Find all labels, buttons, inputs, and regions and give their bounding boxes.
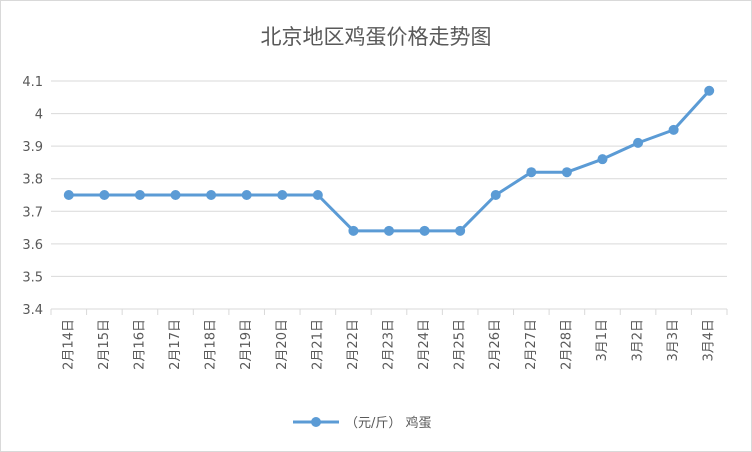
y-tick-label: 4 xyxy=(35,108,43,123)
data-point xyxy=(312,190,323,200)
x-tick-label: 2月17日 xyxy=(168,319,183,370)
x-tick-label: 2月14日 xyxy=(61,319,76,370)
x-tick-label: 2月16日 xyxy=(132,319,147,370)
x-tick-label: 2月25日 xyxy=(453,319,468,370)
series-egg-price xyxy=(63,85,715,236)
data-point xyxy=(170,190,181,200)
x-tick-label: 2月15日 xyxy=(97,319,112,370)
x-tick-label: 2月28日 xyxy=(559,319,574,370)
y-tick-label: 3.6 xyxy=(22,238,43,253)
data-point xyxy=(348,225,359,236)
x-tick-label: 2月21日 xyxy=(310,319,325,370)
data-point xyxy=(526,167,537,178)
legend: （元/斤） 鸡蛋 xyxy=(293,415,432,431)
y-axis: 3.4 3.5 3.6 3.7 3.8 3.9 4 4.1 xyxy=(22,75,43,318)
x-tick-label: 3月4日 xyxy=(702,319,717,362)
data-point xyxy=(704,85,715,96)
chart-title: 北京地区鸡蛋价格走势图 xyxy=(261,25,492,49)
data-point xyxy=(419,225,430,236)
data-point xyxy=(384,225,394,236)
y-tick-label: 3.8 xyxy=(22,173,43,188)
data-point xyxy=(668,124,679,135)
data-point xyxy=(633,137,644,148)
x-axis: 2月14日 2月15日 2月16日 2月17日 2月18日 2月19日 2月20日 2月21日… xyxy=(50,309,728,370)
gridlines xyxy=(51,80,727,310)
x-tick-label: 2月26日 xyxy=(488,319,503,370)
data-point xyxy=(63,190,74,200)
x-tick-label: 2月19日 xyxy=(239,319,254,370)
data-point xyxy=(277,190,288,200)
x-tick-label: 3月2日 xyxy=(631,319,646,362)
legend-dot-marker xyxy=(311,417,321,427)
x-tick-label: 2月18日 xyxy=(204,319,219,370)
data-point xyxy=(206,190,217,200)
data-point xyxy=(99,190,110,200)
y-tick-label: 3.7 xyxy=(22,205,43,220)
y-tick-label: 3.5 xyxy=(22,270,43,285)
x-tick-label: 2月22日 xyxy=(346,319,361,370)
x-tick-label: 2月27日 xyxy=(524,319,539,370)
x-tick-label: 2月20日 xyxy=(275,319,290,370)
x-tick-label: 2月23日 xyxy=(382,319,397,370)
x-tick-label: 3月3日 xyxy=(666,319,681,362)
x-tick-label: 2月24日 xyxy=(417,319,432,370)
data-point xyxy=(134,190,145,200)
data-point xyxy=(561,167,572,178)
y-tick-label: 3.9 xyxy=(22,140,43,155)
data-point xyxy=(490,190,501,200)
legend-label: （元/斤） 鸡蛋 xyxy=(345,415,432,431)
data-point xyxy=(597,154,608,165)
y-tick-label: 4.1 xyxy=(22,75,43,90)
x-tick-label: 3月1日 xyxy=(595,319,610,362)
data-point xyxy=(241,190,252,200)
y-tick-label: 3.4 xyxy=(22,303,43,318)
series-line xyxy=(68,89,711,233)
data-point xyxy=(455,225,466,236)
